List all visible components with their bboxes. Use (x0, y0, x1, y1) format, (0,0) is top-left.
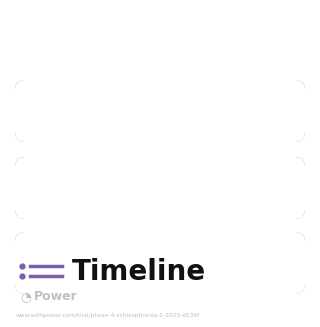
FancyBboxPatch shape (15, 157, 305, 219)
FancyBboxPatch shape (15, 80, 305, 142)
FancyBboxPatch shape (15, 232, 305, 294)
Text: ◔: ◔ (20, 290, 31, 303)
Text: Screening ~: Screening ~ (37, 102, 139, 120)
Text: Follow ups ~: Follow ups ~ (37, 254, 143, 272)
Text: www.withpower.com/trial/phase-4-schizophrenia-5-2023-d539f: www.withpower.com/trial/phase-4-schizoph… (16, 313, 200, 318)
Text: 3 weeks: 3 weeks (219, 102, 287, 120)
Text: Treatment ~: Treatment ~ (37, 179, 141, 197)
Text: Power: Power (34, 290, 78, 303)
Text: 6 months: 6 months (209, 254, 287, 272)
Text: Varies: Varies (236, 179, 287, 197)
Text: Timeline: Timeline (72, 258, 206, 286)
